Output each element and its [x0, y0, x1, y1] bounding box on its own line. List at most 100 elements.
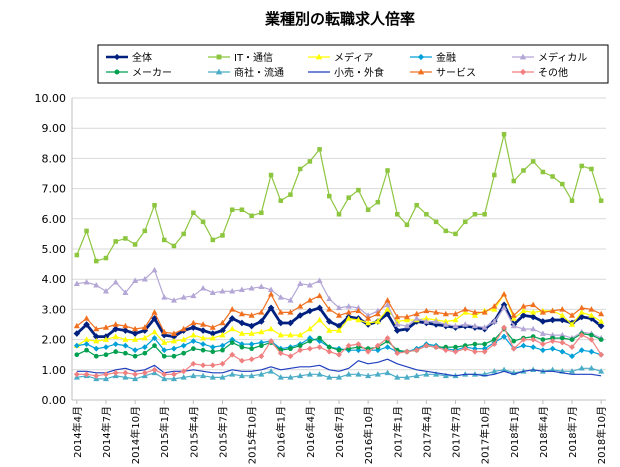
data-point	[152, 343, 157, 349]
x-tick-label: 2017年4月	[420, 406, 433, 458]
series-2	[74, 131, 604, 264]
data-point	[462, 345, 469, 352]
y-tick-label: 0.00	[42, 394, 67, 407]
data-point	[578, 304, 585, 311]
data-point	[258, 371, 265, 377]
data-point	[452, 310, 459, 317]
data-point	[559, 335, 565, 341]
data-point	[316, 292, 323, 299]
y-tick-label: 10.00	[35, 92, 67, 105]
data-point	[452, 316, 459, 323]
x-tick-label: 2017年7月	[450, 406, 463, 458]
data-point	[191, 210, 196, 216]
data-point	[423, 371, 430, 377]
data-point	[374, 371, 381, 377]
data-point	[239, 357, 245, 364]
data-point	[248, 372, 255, 379]
data-point	[453, 344, 458, 350]
data-point	[481, 348, 488, 355]
data-point	[199, 327, 207, 334]
data-point	[200, 334, 207, 341]
data-point	[268, 172, 274, 178]
data-point	[491, 318, 498, 324]
data-point	[93, 372, 100, 379]
data-point	[180, 342, 187, 349]
data-point	[238, 330, 245, 336]
data-point	[374, 310, 381, 317]
data-point	[326, 327, 333, 333]
data-point	[589, 166, 594, 172]
data-point	[74, 252, 80, 258]
data-point	[287, 309, 294, 315]
y-tick-label: 4.00	[42, 273, 67, 286]
data-point	[501, 333, 507, 340]
data-point	[413, 347, 420, 354]
data-point	[336, 351, 342, 358]
data-point	[112, 333, 119, 339]
data-point	[559, 306, 566, 312]
data-point	[306, 307, 314, 315]
data-point	[491, 306, 498, 312]
data-point	[385, 168, 390, 173]
data-point	[316, 304, 323, 312]
data-point	[335, 374, 343, 380]
data-point	[462, 306, 469, 312]
data-point	[151, 309, 158, 315]
data-point	[549, 316, 556, 324]
y-tick-label: 7.00	[42, 183, 67, 196]
legend-label: 商社・流通	[234, 66, 284, 79]
data-point	[258, 353, 265, 360]
data-point	[103, 255, 109, 261]
data-point	[132, 242, 138, 247]
data-point	[170, 375, 177, 382]
data-point	[141, 369, 148, 376]
data-point	[355, 341, 362, 348]
data-point	[112, 325, 119, 333]
data-point	[413, 310, 420, 317]
data-point	[384, 310, 391, 318]
data-point	[414, 202, 419, 208]
data-point	[588, 348, 595, 355]
legend-label: IT・通信	[234, 52, 273, 64]
data-point	[296, 312, 304, 319]
data-point	[317, 147, 322, 152]
data-point	[529, 313, 537, 321]
data-point	[190, 372, 197, 379]
data-point	[141, 334, 148, 341]
data-point	[384, 297, 391, 303]
data-point	[336, 347, 342, 353]
data-point	[335, 304, 343, 311]
data-point	[229, 325, 236, 332]
data-point	[520, 312, 527, 319]
x-tick-label: 2015年7月	[216, 406, 229, 458]
data-point	[93, 325, 100, 332]
data-point	[598, 351, 605, 358]
data-point	[190, 346, 196, 352]
data-point	[413, 372, 420, 379]
data-point	[394, 321, 401, 327]
data-point	[521, 168, 526, 173]
data-point	[559, 312, 566, 318]
data-point	[151, 335, 158, 341]
data-point	[171, 371, 177, 378]
data-point	[132, 353, 138, 359]
data-point	[142, 228, 148, 234]
data-point	[277, 331, 284, 338]
data-point	[491, 341, 498, 348]
data-point	[83, 371, 90, 378]
data-point	[229, 340, 235, 345]
data-point	[472, 348, 478, 355]
data-point	[519, 68, 527, 76]
data-point	[249, 346, 254, 352]
data-point	[132, 277, 139, 283]
data-point	[287, 353, 294, 360]
data-point	[598, 198, 604, 203]
data-point	[268, 338, 274, 345]
data-point	[151, 315, 158, 322]
data-point	[161, 353, 167, 359]
data-point	[200, 372, 207, 379]
data-point	[569, 337, 575, 342]
data-point	[297, 331, 304, 338]
data-point	[180, 368, 187, 375]
